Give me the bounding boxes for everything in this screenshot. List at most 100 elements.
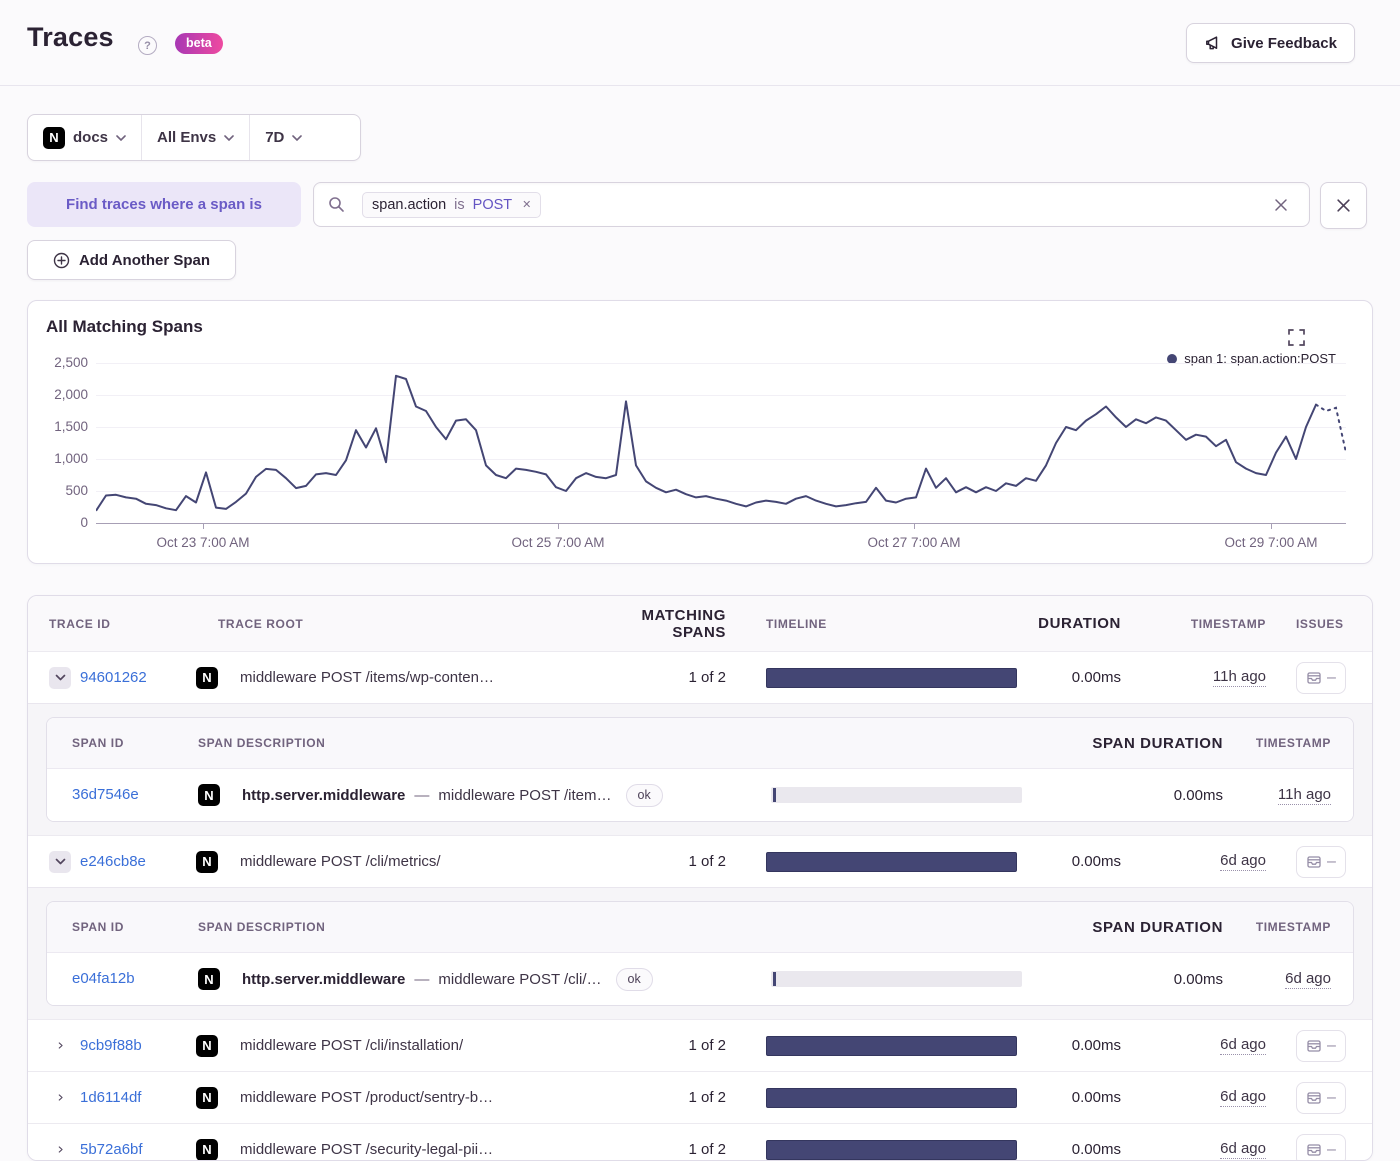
trace-id-link[interactable]: 94601262 [80, 669, 147, 686]
y-tick-label: 500 [28, 483, 88, 498]
timestamp-cell: 6d ago [1121, 1088, 1266, 1107]
trace-id-link[interactable]: e246cb8e [80, 853, 146, 870]
matching-spans-cell: 1 of 2 [588, 669, 726, 686]
trace-root-label: middleware POST /cli/installation/ [240, 1037, 463, 1054]
x-tick-mark [203, 524, 204, 529]
timestamp-value: 11h ago [1213, 668, 1266, 687]
matching-spans-cell: 1 of 2 [588, 1037, 726, 1054]
duration-cell: 0.00ms [1026, 1089, 1121, 1106]
issues-cell: – [1266, 1082, 1372, 1114]
trace-id-link[interactable]: 9cb9f88b [80, 1037, 142, 1054]
timeline-bar[interactable] [766, 1088, 1017, 1108]
add-another-span-button[interactable]: Add Another Span [27, 240, 236, 280]
matching-spans-cell: 1 of 2 [588, 1089, 726, 1106]
spans-line-chart[interactable] [96, 363, 1346, 523]
span-id-cell: e04fa12b [47, 970, 192, 988]
y-tick-label: 1,500 [28, 419, 88, 434]
trace-id-link[interactable]: 5b72a6bf [80, 1141, 143, 1158]
chevron-down-icon [116, 135, 126, 141]
help-icon[interactable]: ? [138, 36, 157, 55]
timestamp-value: 6d ago [1285, 970, 1331, 989]
issues-button[interactable]: – [1296, 1082, 1346, 1114]
collapse-row-button[interactable] [49, 667, 71, 689]
archive-icon [1306, 670, 1322, 686]
trace-id-cell: 9cb9f88b [28, 1035, 190, 1057]
duration-cell: 0.00ms [1026, 853, 1121, 870]
span-timeline-bar[interactable] [771, 971, 1022, 987]
add-another-span-label: Add Another Span [79, 252, 210, 269]
trace-root-label: middleware POST /security-legal-pii… [240, 1141, 493, 1158]
collapse-row-button[interactable] [49, 851, 71, 873]
span-timestamp-cell: 11h ago [1223, 786, 1353, 805]
date-range-filter-label: 7D [265, 129, 284, 146]
column-header-duration: DURATION [1026, 615, 1121, 632]
nextjs-logo-icon: N [196, 1087, 218, 1109]
expand-row-button[interactable] [49, 1139, 71, 1161]
span-column-header-span-id: SPAN ID [47, 736, 192, 750]
project-filter[interactable]: N docs [28, 115, 141, 160]
timeline-bar[interactable] [766, 852, 1017, 872]
environment-filter[interactable]: All Envs [141, 115, 249, 160]
token-value[interactable]: POST [473, 197, 512, 213]
circle-plus-icon [53, 252, 70, 269]
timeline-cell [726, 1088, 1026, 1108]
span-search-input[interactable]: span.action is POST ✕ [313, 182, 1310, 227]
chevron-down-icon [55, 674, 66, 681]
span-column-header-span-description: SPAN DESCRIPTION [192, 920, 731, 934]
span-id-link[interactable]: e04fa12b [72, 970, 135, 987]
expand-row-button[interactable] [49, 1087, 71, 1109]
span-id-link[interactable]: 36d7546e [72, 786, 139, 803]
issues-button[interactable]: – [1296, 1134, 1346, 1161]
span-duration-cell: 0.00ms [1031, 787, 1223, 804]
date-range-filter[interactable]: 7D [249, 115, 317, 160]
chart-line-dotted-tail [1316, 405, 1346, 453]
chart-line-solid [96, 376, 1316, 511]
span-timestamp-cell: 6d ago [1223, 970, 1353, 989]
give-feedback-button[interactable]: Give Feedback [1186, 23, 1355, 63]
timeline-bar[interactable] [766, 1140, 1017, 1160]
remove-token-icon[interactable]: ✕ [522, 198, 531, 211]
span-column-header-span-id: SPAN ID [47, 920, 192, 934]
x-tick-label: Oct 25 7:00 AM [511, 535, 604, 550]
issues-cell: – [1266, 662, 1372, 694]
filter-token[interactable]: span.action is POST ✕ [362, 192, 541, 218]
x-tick-mark [914, 524, 915, 529]
remove-span-query-button[interactable] [1320, 182, 1367, 229]
span-operation-label: http.server.middleware [242, 971, 405, 988]
issues-empty-dash: – [1327, 669, 1336, 687]
environment-filter-label: All Envs [157, 129, 216, 146]
duration-cell: 0.00ms [1026, 1141, 1121, 1158]
span-timeline-bar[interactable] [771, 787, 1022, 803]
timestamp-value: 6d ago [1220, 1088, 1266, 1107]
span-id-cell: 36d7546e [47, 786, 192, 804]
separator-dash: — [414, 787, 429, 804]
span-description-label: middleware POST /cli/… [438, 971, 601, 988]
expand-row-button[interactable] [49, 1035, 71, 1057]
separator-dash: — [414, 971, 429, 988]
timeline-bar[interactable] [766, 1036, 1017, 1056]
issues-button[interactable]: – [1296, 662, 1346, 694]
clear-search-icon[interactable] [1267, 191, 1295, 219]
issues-button[interactable]: – [1296, 846, 1346, 878]
column-header-timestamp: TIMESTAMP [1121, 617, 1266, 631]
trace-id-cell: 94601262 [28, 667, 190, 689]
token-operator[interactable]: is [454, 197, 464, 213]
column-header-timeline: TIMELINE [726, 617, 1026, 631]
chevron-right-icon [55, 1042, 66, 1049]
timeline-bar[interactable] [766, 668, 1017, 688]
issues-empty-dash: – [1327, 1037, 1336, 1055]
fullscreen-icon[interactable] [1287, 328, 1306, 347]
trace-id-link[interactable]: 1d6114df [80, 1089, 141, 1106]
issues-button[interactable]: – [1296, 1030, 1346, 1062]
